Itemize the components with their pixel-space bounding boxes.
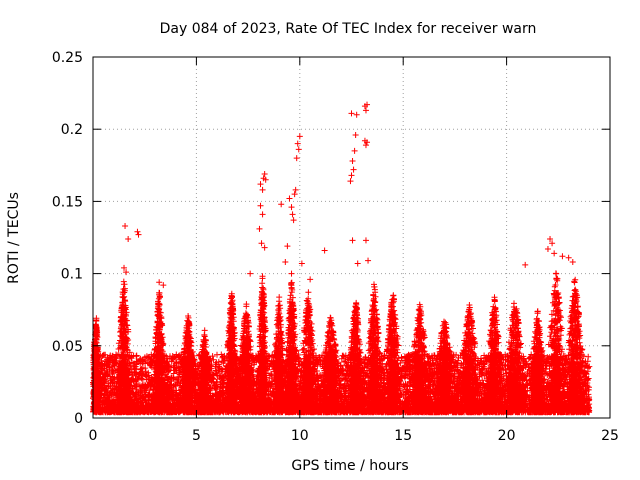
roti-outlier-point (156, 279, 163, 286)
y-tick-label: 0.15 (52, 194, 83, 210)
roti-outlier-point (288, 204, 295, 211)
roti-outlier-point (298, 260, 305, 267)
roti-outlier-point (284, 243, 291, 250)
roti-outlier-point (294, 140, 301, 147)
x-tick-label: 20 (498, 428, 516, 444)
roti-outlier-point (296, 133, 303, 140)
y-tick-label: 0.25 (52, 50, 83, 66)
x-tick-label: 5 (192, 428, 201, 444)
roti-scatter-points (90, 270, 593, 416)
roti-outlier-point (307, 276, 314, 283)
roti-outlier-point (349, 157, 356, 164)
roti-outlier-point (321, 247, 328, 254)
roti-outlier-point (125, 235, 132, 242)
y-tick-label: 0.2 (61, 122, 83, 138)
x-tick-label: 15 (394, 428, 412, 444)
roti-outlier-point (364, 139, 371, 146)
roti-outlier-point (278, 201, 285, 208)
roti-outlier-point (353, 111, 360, 118)
roti-outlier-point (364, 101, 371, 108)
x-axis-label: GPS time / hours (291, 458, 408, 474)
roti-outlier-point (123, 269, 130, 276)
y-tick-label: 0.05 (52, 339, 83, 355)
roti-outlier-point (291, 191, 298, 198)
roti-outlier-point (348, 110, 355, 117)
roti-outlier-point (122, 222, 129, 229)
x-tick-label: 10 (291, 428, 309, 444)
plot-frame (92, 56, 611, 419)
roti-outlier-point (134, 228, 141, 235)
roti-outlier-point (544, 246, 551, 253)
roti-outlier-point (293, 155, 300, 162)
roti-outlier-point (247, 270, 254, 277)
roti-outlier-point (259, 186, 266, 193)
roti-outlier-point (290, 217, 297, 224)
roti-outlier-point (569, 259, 576, 266)
chart-title: Day 084 of 2023, Rate Of TEC Index for r… (160, 21, 537, 37)
roti-outlier-point (354, 260, 361, 267)
roti-outlier-point (258, 240, 265, 247)
roti-outlier-point (549, 240, 556, 247)
roti-outlier-point (565, 254, 572, 261)
y-tick-label: 0 (74, 411, 83, 427)
roti-outlier-point (351, 147, 358, 154)
roti-outlier-point (522, 261, 529, 268)
roti-outlier-point (350, 166, 357, 173)
roti-outlier-point (261, 170, 268, 177)
roti-outlier-point (349, 237, 356, 244)
roti-outlier-point (282, 259, 289, 266)
axis-ticks: 0 5 10 15 20 25 0 0.05 0.1 0.15 0.2 0.25 (52, 50, 619, 444)
roti-outlier-point (160, 282, 167, 289)
roti-outlier-point (259, 211, 266, 218)
y-tick-label: 0.1 (61, 267, 83, 283)
roti-outlier-point (362, 142, 369, 149)
roti-outlier-point (135, 231, 142, 238)
roti-outlier-point (289, 211, 296, 218)
roti-outlier-point (257, 181, 264, 188)
roti-outlier-point (559, 253, 566, 260)
roti-outlier-point (347, 178, 354, 185)
x-tick-label: 0 (89, 428, 98, 444)
roti-outlier-point (362, 107, 369, 114)
roti-outlier-point (551, 250, 558, 257)
roti-outlier-point (257, 202, 264, 209)
roti-outlier-point (352, 131, 359, 138)
roti-outlier-point (261, 244, 268, 251)
roti-outlier-point (256, 225, 263, 232)
data-points (90, 101, 593, 416)
roti-outlier-point (121, 264, 128, 271)
roti-outlier-point (295, 146, 302, 153)
roti-outlier-point (547, 235, 554, 242)
roti-outlier-point (365, 257, 372, 264)
roti-outlier-point (288, 270, 295, 277)
roti-outlier-point (286, 195, 293, 202)
roti-outlier-point (262, 176, 269, 183)
roti-outlier-point (292, 186, 299, 193)
roti-outlier-point (362, 237, 369, 244)
roti-outlier-point (348, 172, 355, 179)
x-tick-label: 25 (601, 428, 619, 444)
y-axis-label: ROTI / TECUs (6, 192, 22, 284)
